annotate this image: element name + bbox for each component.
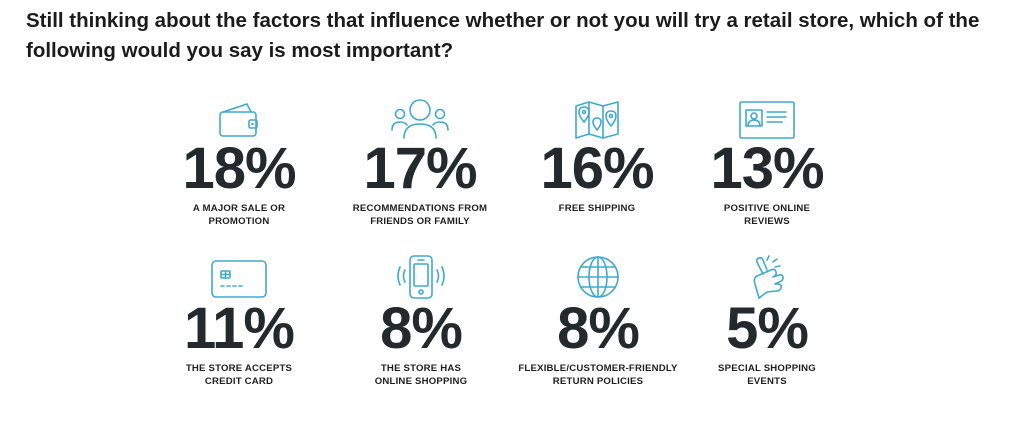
stat-label: A MAJOR SALE OR PROMOTION: [192, 203, 286, 227]
stat-label: FLEXIBLE/CUSTOMER-FRIENDLY RETURN POLICI…: [518, 363, 678, 387]
question-heading: Still thinking about the factors that in…: [26, 9, 980, 62]
people-icon: [320, 90, 520, 140]
review-card-icon: [667, 90, 867, 140]
stat-value: 8%: [557, 296, 640, 361]
stat-item-online-reviews: 13% POSITIVE ONLINE REVIEWS: [667, 90, 867, 228]
stat-value: 17%: [363, 136, 477, 201]
stat-value: 16%: [540, 136, 654, 201]
stat-item-credit-card: 11% THE STORE ACCEPTS CREDIT CARD: [139, 250, 339, 388]
stat-label: POSITIVE ONLINE REVIEWS: [723, 203, 811, 227]
stat-value: 8%: [380, 296, 463, 361]
stat-item-free-shipping: 16% FREE SHIPPING: [497, 90, 697, 215]
stat-item-recommendations: 17% RECOMMENDATIONS FROM FRIENDS OR FAMI…: [320, 90, 520, 228]
stat-label: FREE SHIPPING: [558, 203, 636, 214]
stat-item-major-sale: 18% A MAJOR SALE OR PROMOTION: [139, 90, 339, 228]
stat-value: 18%: [182, 136, 296, 201]
wallet-icon: [139, 90, 339, 140]
stat-value: 11%: [184, 296, 295, 361]
stat-item-return-policies: 8% FLEXIBLE/CUSTOMER-FRIENDLY RETURN POL…: [498, 250, 698, 388]
stat-label: THE STORE HAS ONLINE SHOPPING: [374, 363, 468, 387]
stat-value: 13%: [710, 136, 824, 201]
stat-item-online-shopping: 8% THE STORE HAS ONLINE SHOPPING: [321, 250, 521, 388]
snapping-hand-icon: [667, 250, 867, 300]
credit-card-icon: [139, 250, 339, 300]
stat-value: 5%: [726, 296, 809, 361]
stat-label: THE STORE ACCEPTS CREDIT CARD: [185, 363, 293, 387]
stat-label: RECOMMENDATIONS FROM FRIENDS OR FAMILY: [352, 203, 488, 227]
smartphone-icon: [321, 250, 521, 300]
globe-icon: [498, 250, 698, 300]
stat-label: SPECIAL SHOPPING EVENTS: [718, 363, 816, 387]
stat-item-shopping-events: 5% SPECIAL SHOPPING EVENTS: [667, 250, 867, 388]
map-icon: [497, 90, 697, 140]
